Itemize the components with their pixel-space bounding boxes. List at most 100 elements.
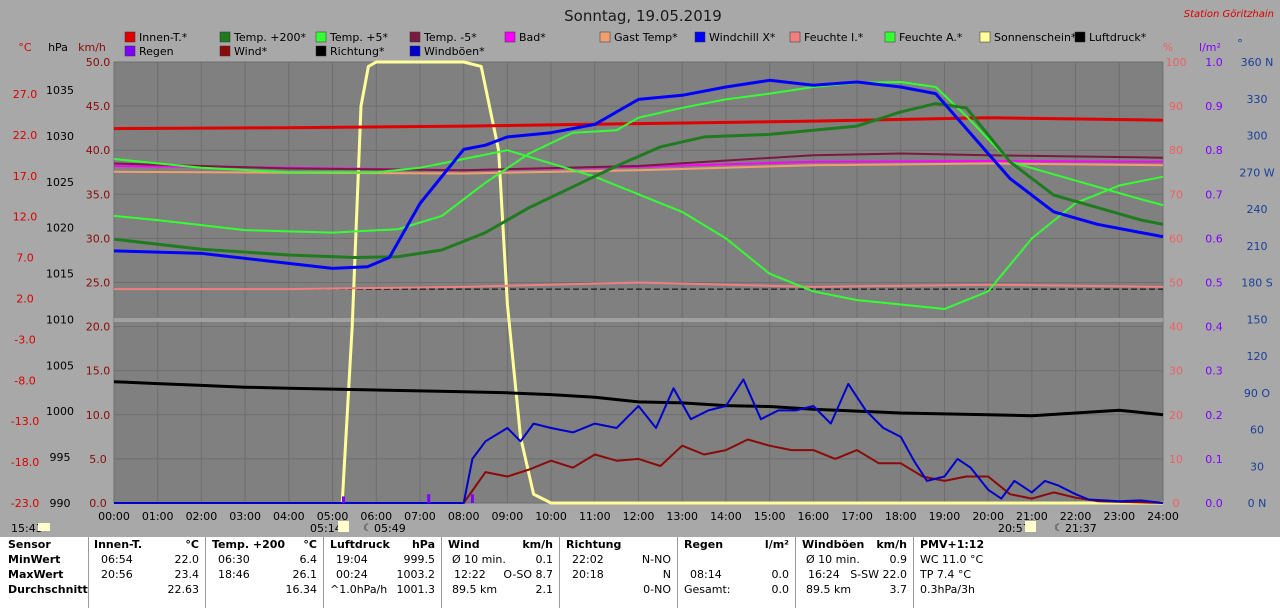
wind_axis-tick-label: 40.0 [86,144,111,157]
direction_axis-tick-label: 30 [1250,460,1264,473]
rain_axis-tick-label: 0.4 [1205,321,1223,334]
rain-bars [341,494,474,503]
wind_axis-tick-label: 15.0 [86,365,111,378]
stats-windboeen-avg: 3.7 [889,583,908,596]
humidity_axis-tick-label: 40 [1169,321,1183,334]
humidity_axis-tick-label: 20 [1169,409,1183,422]
rain_axis-tick-label: 0.9 [1205,100,1223,113]
pressure_axis-tick-label: 990 [50,497,71,510]
temp_axis-tick-label: -3.0 [14,333,35,346]
legend-swatch [884,31,896,43]
stats-luftdruck-unit: hPa [411,538,435,551]
stats-wind-distance: 89.5 km [452,583,498,596]
stats-windboeen-avg10: 0.9 [889,553,908,566]
sunrise-left-label: 05:14 [310,522,342,535]
x-tick-label: 02:00 [186,510,218,523]
rain_axis-tick-label: 0.7 [1205,188,1223,201]
stats-regen-time: 08:14 [690,568,722,581]
direction_axis-tick-label: 270 W [1239,166,1274,179]
rain-bar [341,496,345,503]
temp_axis-tick-label: 2.0 [16,293,34,306]
stats-regen-total-label: Gesamt: [684,583,731,596]
stats-luftdruck-min-time: 19:04 [336,553,368,566]
stats-wind-avg10: 0.1 [535,553,554,566]
temp_axis-tick-label: -8.0 [14,374,35,387]
stats-temp200-min-time: 06:30 [218,553,250,566]
humidity_axis-tick-label: 80 [1169,144,1183,157]
stats-pmv-column: PMV+1:12 WC 11.0 °C TP 7.4 °C 0.3hPa/3h [914,537,1034,608]
stats-pmv-pressure-trend: 0.3hPa/3h [920,583,976,596]
sunset-right-label: 21:37 [1065,522,1097,535]
x-tick-label: 13:00 [666,510,698,523]
rain_axis-tick-label: 0.6 [1205,232,1223,245]
stats-temp200-unit: °C [303,538,317,551]
statistics-table: Sensor MinWert MaxWert Durchschnitt Inne… [0,537,1280,608]
grid-lines [113,61,1164,504]
direction_axis-tick-label: 210 [1247,240,1268,253]
pressure-unit: hPa [48,41,68,54]
humidity_axis-tick-label: 30 [1169,365,1183,378]
series-line-temp-5 [113,81,1164,234]
legend-label: Gast Temp* [614,31,678,44]
x-tick-label: 22:00 [1060,510,1092,523]
temp_axis-tick-label: -18.0 [11,456,39,469]
axes-layer: 27.0 22.0 17.0 12.0 7.0 2.0 -3.0 -8.0 -13.0 -18.0… [11,56,1275,523]
series-line-windchill-x [113,78,1164,270]
pressure_axis-tick-label: 1010 [46,313,74,326]
legend-label: Temp. +5* [329,31,389,44]
legend-swatch [789,31,801,43]
x-tick-label: 19:00 [929,510,961,523]
x-tick-label: 21:00 [1016,510,1048,523]
temp_axis-tick-label: 7.0 [16,252,34,265]
stats-min-label: MinWert [8,553,61,566]
temp-unit: °C [18,41,32,54]
left-time-label: 15:43 [11,522,43,535]
x-tick-label: 15:00 [754,510,786,523]
humidity_axis-tick-label: 90 [1169,100,1183,113]
legend-label: Innen-T.* [139,31,188,44]
sunrise-marker [338,521,349,532]
humidity_axis-tick-label: 70 [1169,188,1183,201]
direction_axis-tick-label: 360 N [1241,56,1274,69]
rain-bar [470,494,474,503]
stats-luftdruck-avg: 1001.3 [396,583,436,596]
legend-label: Windchill X* [709,31,776,44]
series-line-windb-en [114,378,1164,504]
stats-windboeen-max: S-SW 22.0 [850,568,907,581]
series-line-feuchte-i [114,281,1164,291]
stats-temp200-min: 6.4 [299,553,318,566]
x-tick-label: 24:00 [1147,510,1179,523]
legend-swatch [1074,31,1086,43]
stats-regen-title: Regen [684,538,724,551]
stats-richtung-r2: N [662,568,671,581]
stats-richtung-column: Richtung 22:02 N-NO 20:18 N 0-NO [560,537,678,608]
x-tick-label: 05:00 [317,510,349,523]
stats-wind-avg: 2.1 [535,583,554,596]
temp_axis-tick-label: -13.0 [11,415,39,428]
stats-windboeen-column: Windböen km/h Ø 10 min. 0.9 16:24 S-SW 22.0… [796,537,914,608]
direction-unit: ° [1237,37,1243,50]
legend-swatch [124,31,136,43]
wind_axis-tick-label: 20.0 [86,321,111,334]
stats-richtung-r1: N-NO [641,553,671,566]
legend-label: Wind* [234,45,268,58]
stats-temp200-max-time: 18:46 [218,568,250,581]
pressure_axis-tick-label: 1015 [46,268,74,281]
stats-windboeen-max-time: 16:24 [808,568,840,581]
humidity-unit: % [1163,41,1173,54]
legend-swatch [504,31,516,43]
direction_axis-tick-label: 120 [1247,350,1268,363]
stats-sensor-header: Sensor [8,538,51,551]
stats-innen-min: 22.0 [174,553,200,566]
x-tick-label: 09:00 [492,510,524,523]
stats-regen-column: Regen l/m² 08:14 0.0 Gesamt: 0.0 [678,537,796,608]
rain_axis-tick-label: 0.3 [1205,365,1223,378]
x-tick-label: 01:00 [142,510,174,523]
x-tick-label: 08:00 [448,510,480,523]
legend-swatch [315,45,327,57]
legend-swatch [124,45,136,57]
wind_axis-tick-label: 35.0 [86,188,111,201]
temp_axis-tick-label: -23.0 [11,497,39,510]
stats-wind-max: O-SO 8.7 [503,568,553,581]
